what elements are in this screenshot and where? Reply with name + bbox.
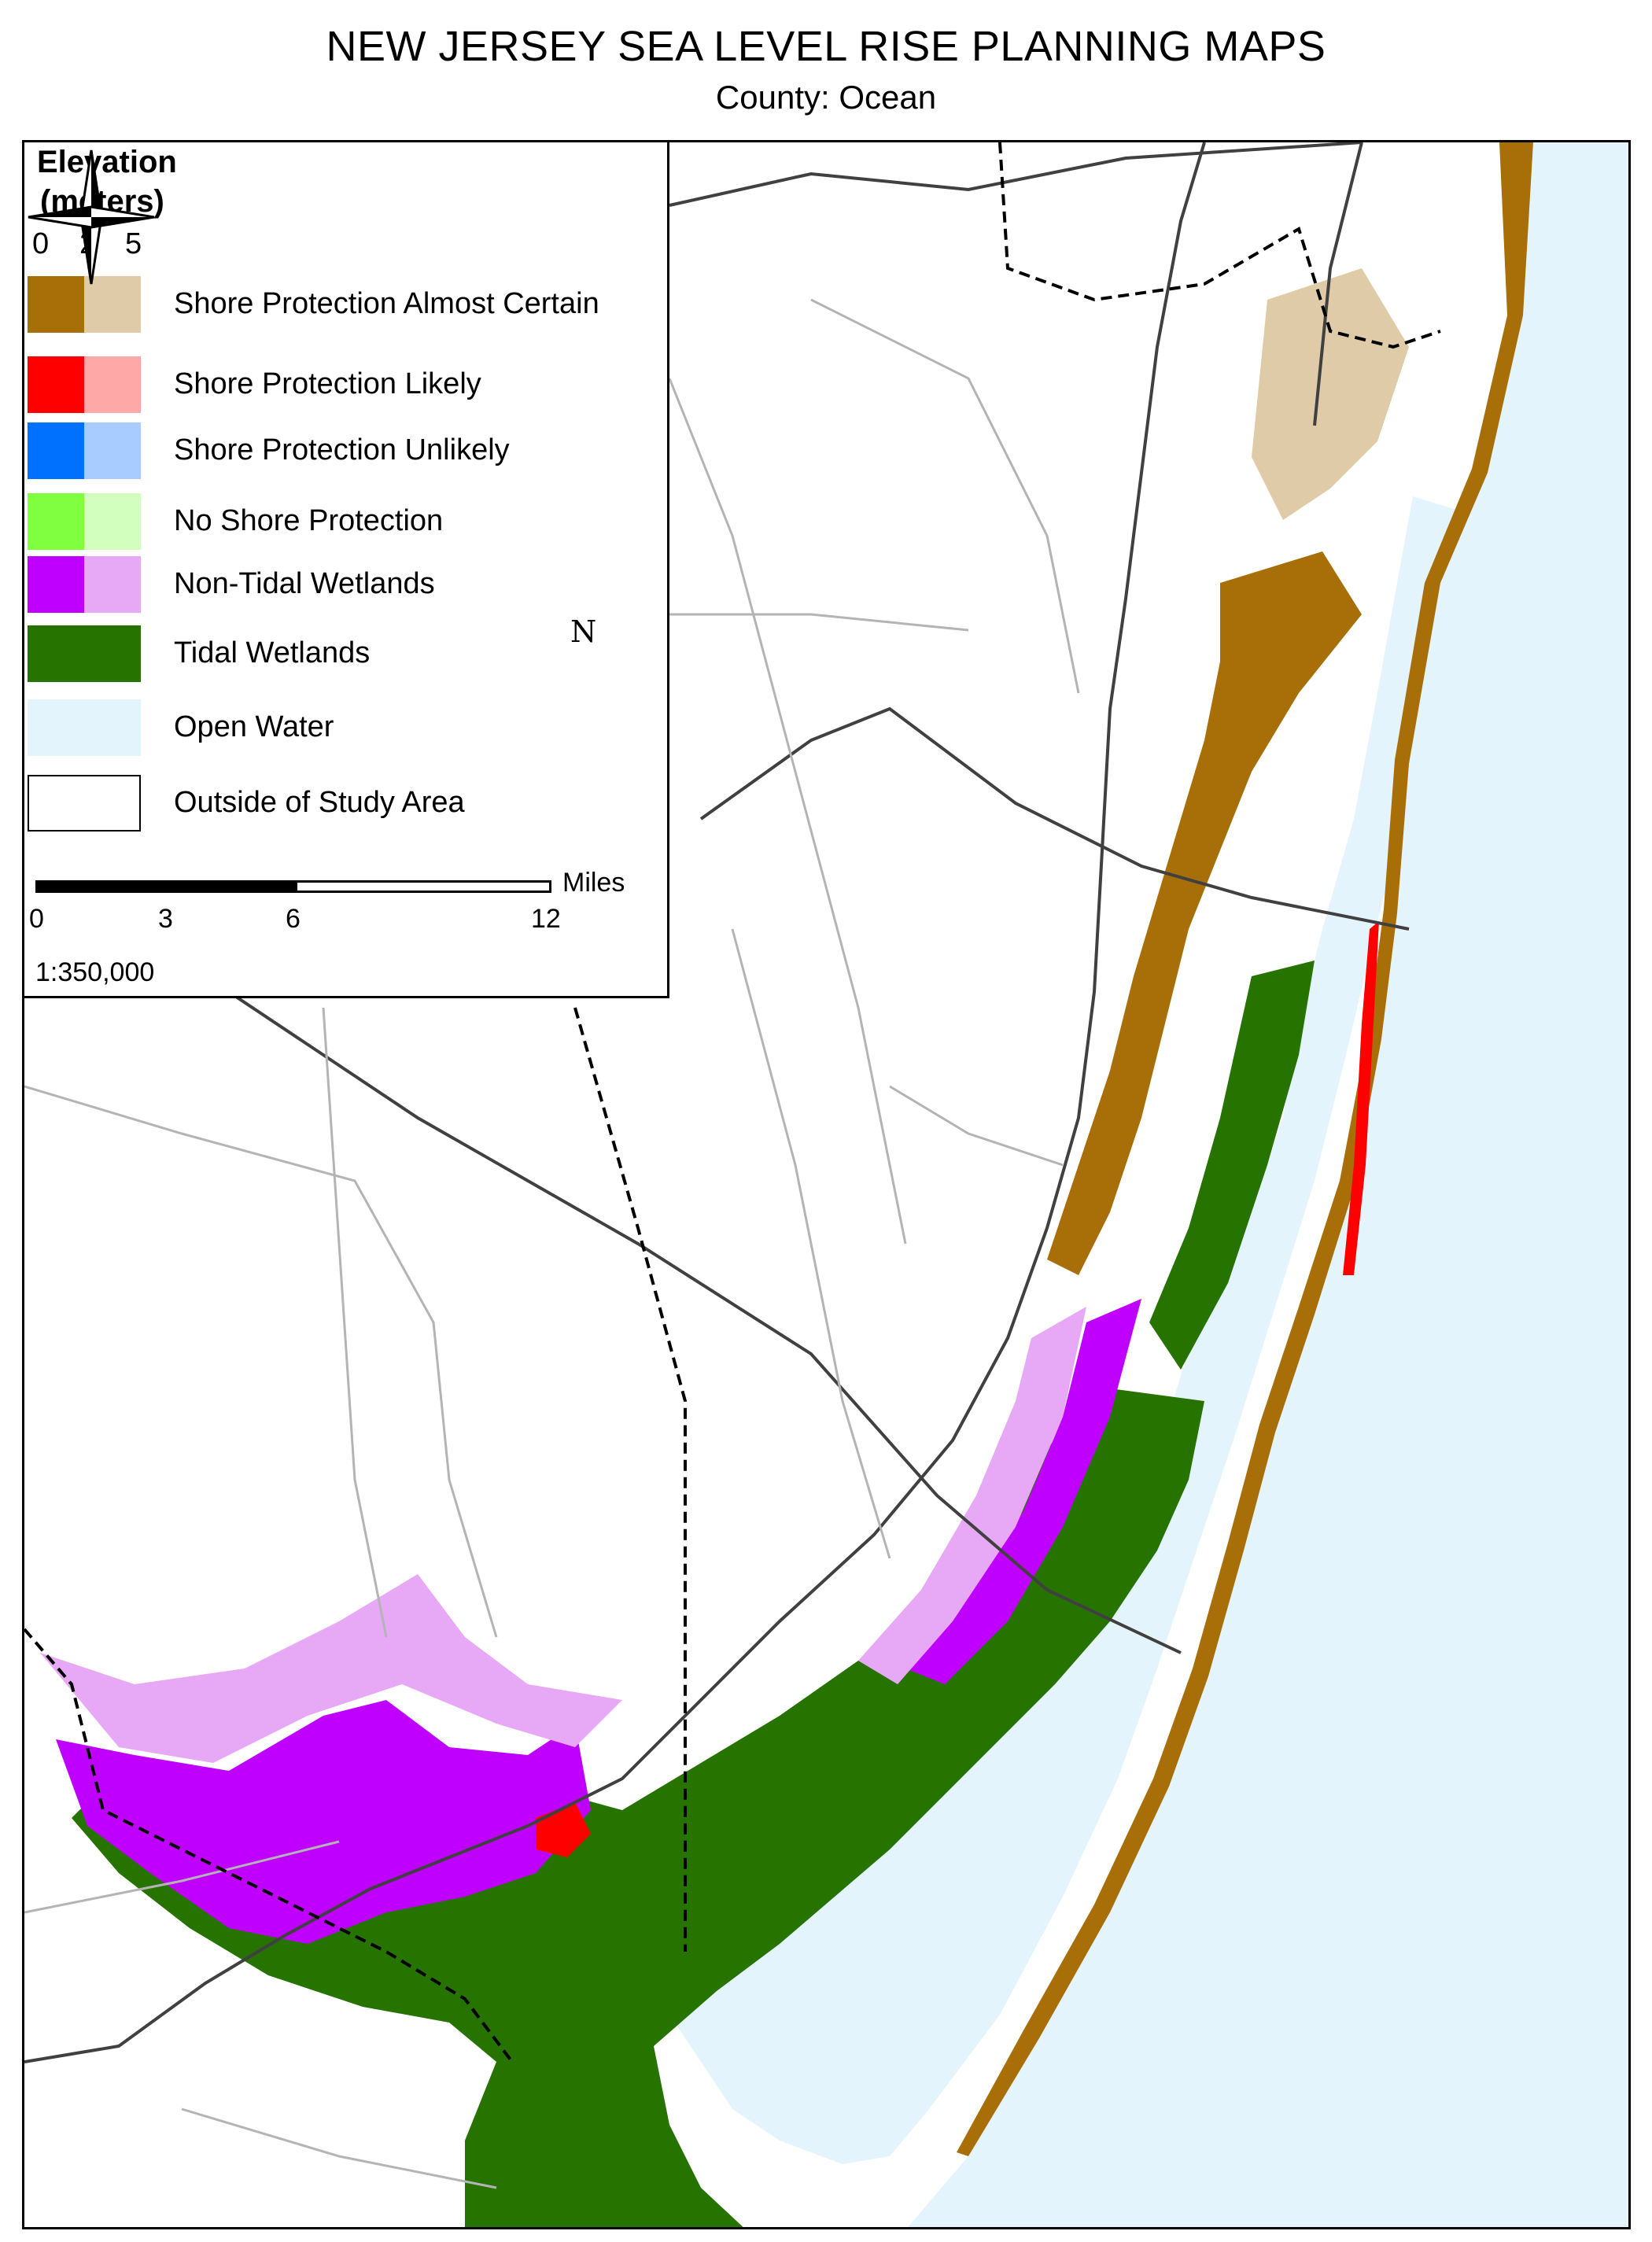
scale-bar bbox=[35, 880, 551, 893]
scale-tick: 3 bbox=[158, 904, 173, 934]
legend-swatch bbox=[28, 493, 142, 550]
county-boundary-north bbox=[998, 142, 1441, 349]
non-tidal-wetlands bbox=[56, 1700, 591, 1944]
legend-label: Shore Protection Almost Certain bbox=[174, 287, 599, 320]
north-arrow-icon bbox=[28, 149, 155, 285]
legend-panel: Elevation (meters) 0 2 5 Shore Protectio… bbox=[24, 142, 669, 998]
tidal-wetlands bbox=[72, 1385, 1204, 2227]
ocean bbox=[908, 142, 1628, 2227]
major-roads bbox=[24, 142, 1410, 2063]
tidal-wetlands-north bbox=[1149, 961, 1315, 1370]
minor-roads bbox=[24, 298, 1080, 2189]
non-tidal-wetlands-high bbox=[40, 1574, 622, 1763]
legend-swatch bbox=[28, 699, 142, 756]
north-label: N bbox=[570, 614, 597, 649]
barrier-protection-likely bbox=[1343, 921, 1379, 1275]
legend-swatch bbox=[28, 775, 142, 832]
bay-water bbox=[669, 496, 1464, 2164]
map-title: NEW JERSEY SEA LEVEL RISE PLANNING MAPS bbox=[326, 23, 1326, 70]
legend-label: Open Water bbox=[174, 710, 334, 743]
elevation-tick: 5 bbox=[125, 227, 142, 260]
map-frame: Elevation (meters) 0 2 5 Shore Protectio… bbox=[22, 140, 1631, 2229]
map-subtitle: County: Ocean bbox=[715, 79, 937, 116]
legend-label: Shore Protection Unlikely bbox=[174, 433, 510, 466]
non-tidal-wetlands-coast bbox=[905, 1299, 1141, 1684]
legend-swatch bbox=[28, 276, 142, 333]
legend-swatch bbox=[28, 625, 142, 682]
legend-swatch bbox=[28, 422, 142, 479]
elevation-tick: 0 bbox=[32, 227, 50, 260]
shore-protection-certain-high bbox=[1252, 268, 1409, 520]
non-tidal-wetlands-high-coast bbox=[858, 1307, 1086, 1684]
scale-tick: 12 bbox=[531, 904, 561, 934]
legend-swatch bbox=[28, 556, 142, 613]
legend-label: Tidal Wetlands bbox=[174, 636, 371, 669]
county-boundary bbox=[24, 1007, 687, 2063]
legend-label: Non-Tidal Wetlands bbox=[174, 567, 435, 600]
scale-tick: 0 bbox=[29, 904, 44, 934]
legend-label: Shore Protection Likely bbox=[174, 367, 481, 400]
map-canvas bbox=[24, 142, 1628, 2227]
scale-ratio: 1:350,000 bbox=[35, 957, 155, 987]
shore-protection-certain bbox=[1047, 551, 1362, 1275]
scale-tick: 6 bbox=[286, 904, 301, 934]
legend-label: Outside of Study Area bbox=[174, 786, 465, 819]
scale-unit: Miles bbox=[562, 868, 625, 898]
legend-swatch bbox=[28, 356, 142, 413]
legend-label: No Shore Protection bbox=[174, 504, 444, 537]
